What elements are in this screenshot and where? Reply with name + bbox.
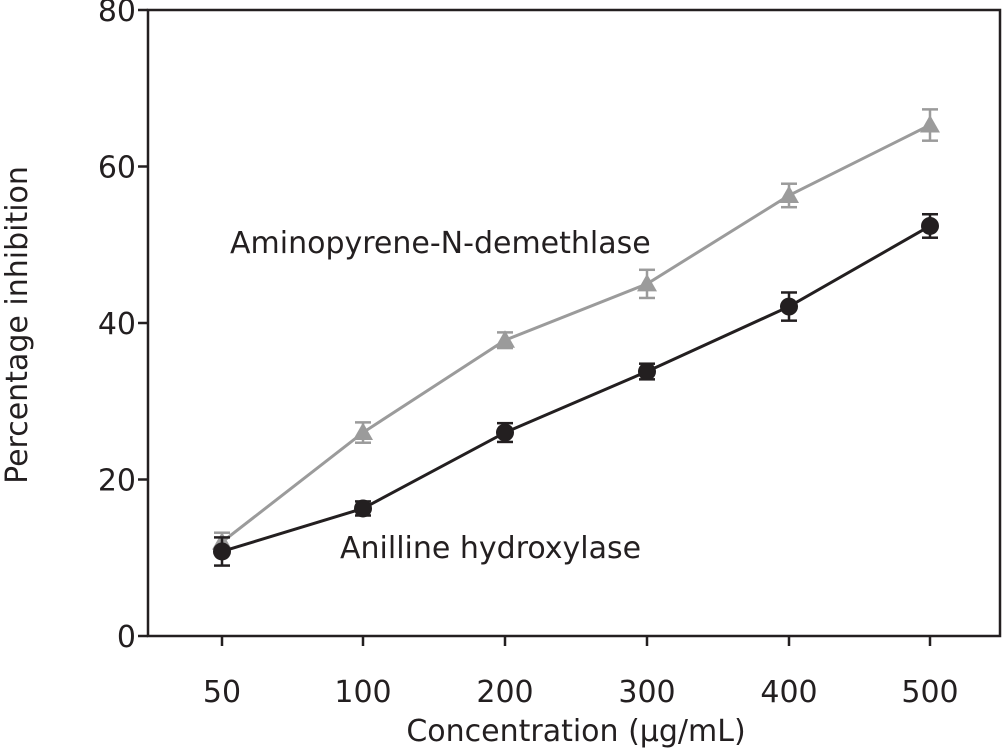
x-tick-label: 300: [618, 675, 675, 710]
y-tick-label: 80: [98, 0, 136, 29]
series-line: [221, 224, 931, 553]
circle-marker: [354, 499, 372, 518]
x-tick-label: 200: [476, 675, 533, 710]
circle-marker: [213, 542, 231, 561]
x-tick-label: 100: [334, 675, 391, 710]
x-axis: 50 100 200 300 400 500: [203, 636, 959, 710]
y-tick-label: 0: [117, 620, 136, 655]
triangle-marker: [495, 330, 515, 348]
y-tick-label: 40: [98, 307, 136, 342]
annotation-anilline: Anilline hydroxylase: [340, 531, 641, 566]
circle-marker: [780, 297, 798, 316]
y-axis-label: Percentage inhibition: [0, 166, 35, 484]
y-tick-label: 60: [98, 151, 136, 186]
series-aminopyrene: [212, 108, 940, 553]
circle-marker: [496, 423, 514, 442]
series-anilline: [213, 212, 939, 567]
series-line: [221, 123, 931, 544]
annotation-aminopyrene: Aminopyrene-N-demethlase: [230, 226, 651, 261]
triangle-marker: [353, 422, 373, 441]
circle-marker: [638, 362, 656, 381]
circle-marker: [921, 216, 939, 235]
x-tick-label: 500: [901, 675, 958, 710]
series-layer: [212, 108, 940, 567]
triangle-marker: [637, 273, 657, 292]
x-tick-label: 400: [760, 675, 817, 710]
triangle-marker: [920, 115, 940, 133]
triangle-marker: [779, 185, 799, 203]
y-tick-label: 20: [98, 464, 136, 499]
x-tick-label: 50: [203, 675, 241, 710]
y-axis: 0 20 40 60 80: [98, 0, 148, 655]
x-axis-label: Concentration (μg/mL): [406, 714, 745, 749]
